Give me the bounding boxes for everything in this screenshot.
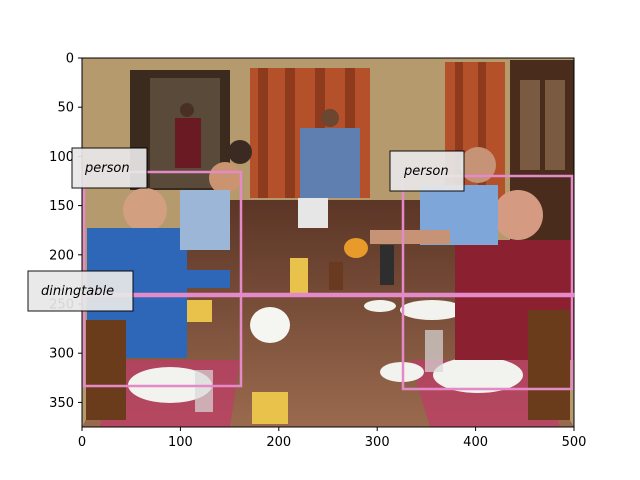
x-tick-label: 500 xyxy=(562,435,587,450)
y-tick-label: 50 xyxy=(57,101,74,116)
label-person-right-text: person xyxy=(403,164,449,179)
plot-frame xyxy=(81,57,575,428)
x-tick-label: 400 xyxy=(463,435,488,450)
x-tick-label: 100 xyxy=(168,435,193,450)
y-axis-ticks: 050100150200250300350 xyxy=(49,52,82,411)
y-tick-label: 150 xyxy=(49,199,74,214)
photo xyxy=(82,58,574,427)
bbox-diningtable xyxy=(82,292,575,298)
label-diningtable: diningtable xyxy=(27,270,134,312)
y-tick-label: 0 xyxy=(66,52,74,67)
y-tick-label: 100 xyxy=(49,150,74,165)
y-tick-label: 200 xyxy=(49,248,74,263)
x-axis-ticks: 0 100 200 300 400 500 xyxy=(78,427,587,450)
bbox-person-right xyxy=(401,174,574,391)
y-tick-label: 350 xyxy=(49,396,74,411)
y-tick-label: 300 xyxy=(49,347,74,362)
x-tick-label: 200 xyxy=(266,435,291,450)
label-person-right: person xyxy=(389,150,465,192)
x-tick-label: 0 xyxy=(78,435,86,450)
x-tick-label: 300 xyxy=(365,435,390,450)
label-person-left: person xyxy=(71,147,148,189)
label-person-left-text: person xyxy=(84,161,130,176)
label-diningtable-text: diningtable xyxy=(41,284,114,299)
